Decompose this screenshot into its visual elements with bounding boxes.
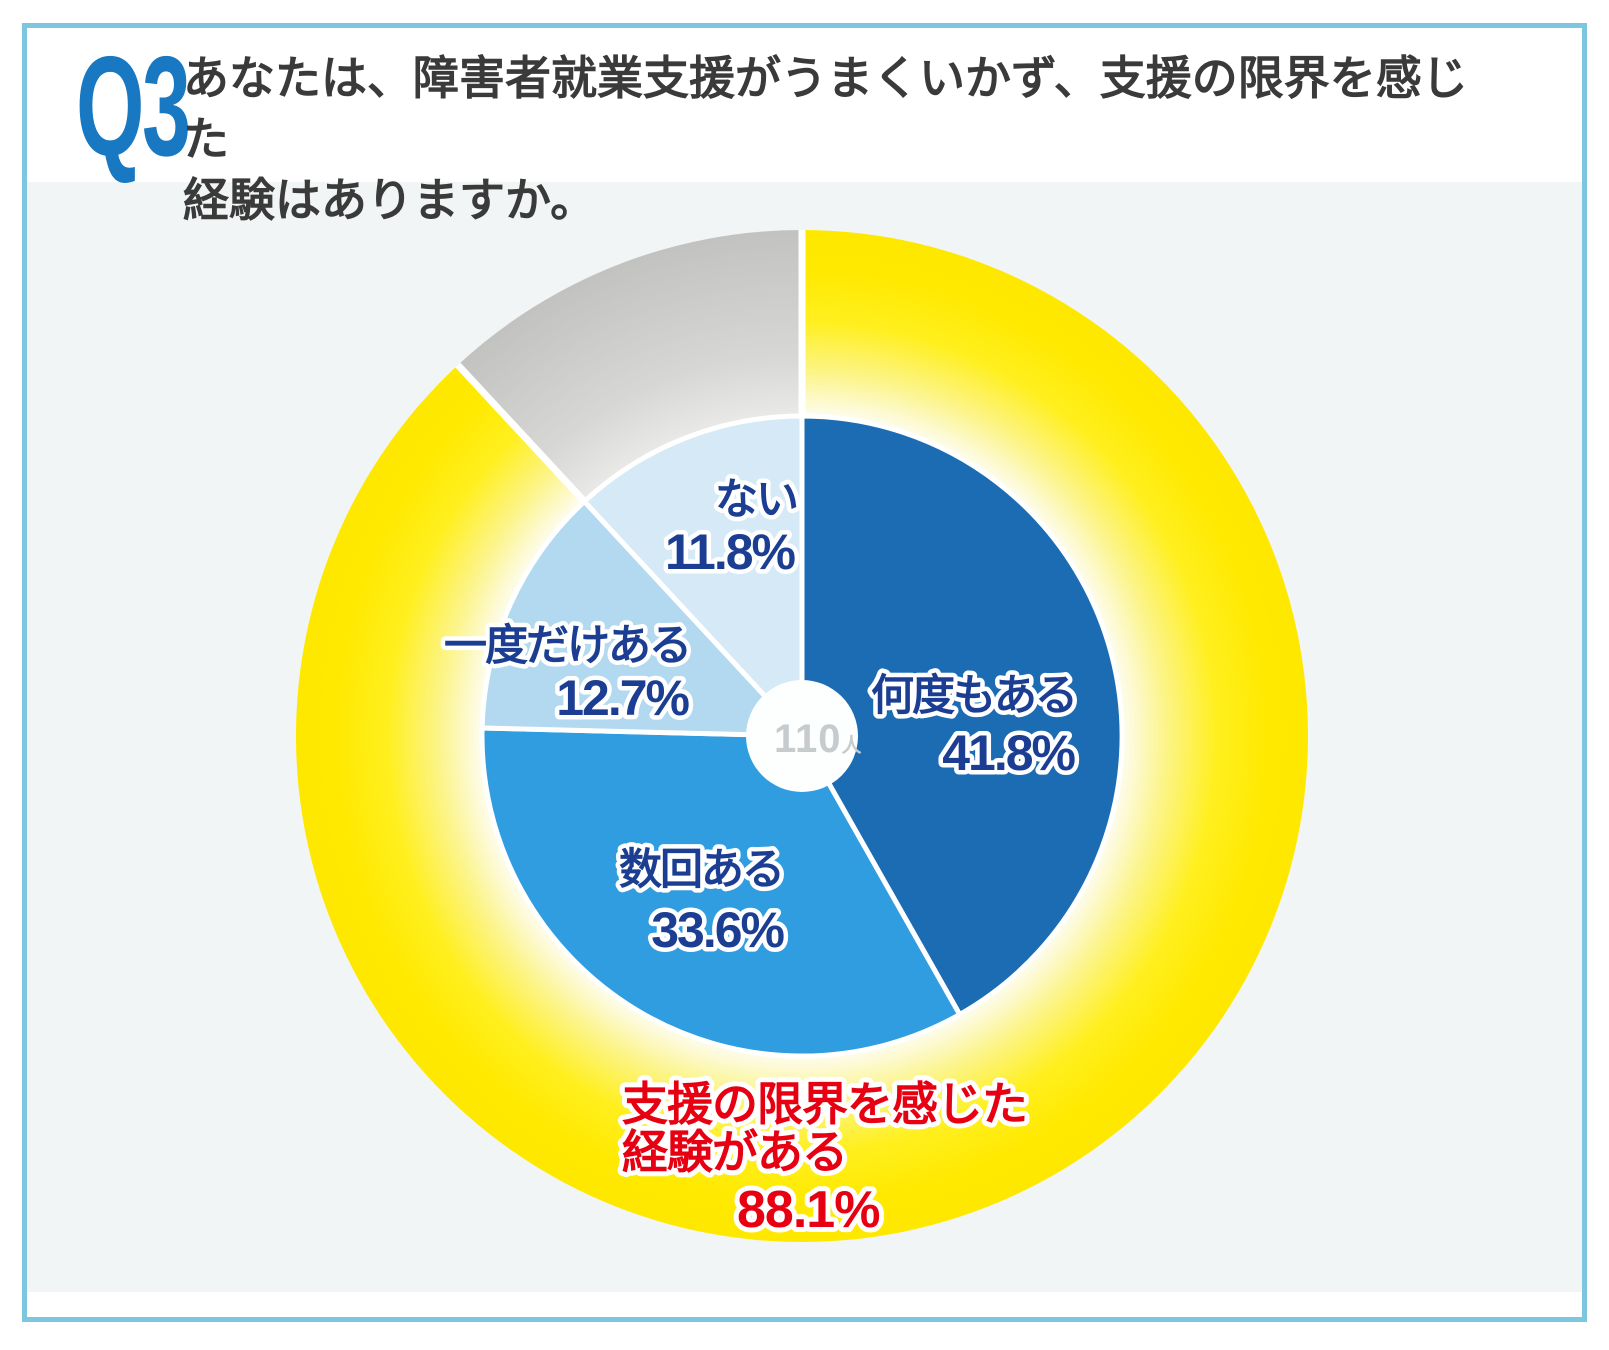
question-text: あなたは、障害者就業支援がうまくいかず、支援の限界を感じた 経験はありますか。 [183,48,1513,231]
total-badge [746,680,858,792]
slice-label-sukai-aru: 数回ある [619,846,783,894]
total-count-unit: 人 [842,734,863,757]
slice-pct-ichido-dake-aru: 12.7% [556,670,689,726]
highlight-pct: 88.1% [737,1181,879,1239]
question-line-1: あなたは、障害者就業支援がうまくいかず、支援の限界を感じた [183,52,1468,165]
highlight-label-line2: 経験がある [622,1126,847,1178]
highlight-label-line1: 支援の限界を感じた [622,1078,1027,1130]
pie-slice-nandomo-aru [799,413,1125,1017]
slice-pct-nai: 11.8% [665,524,796,580]
slice-pct-sukai-aru: 33.6% [651,902,784,958]
pie-slice-nai [581,413,805,739]
pie-slice-sukai-aru [479,725,963,1059]
slice-pct-nandomo-aru: 41.8% [942,725,1075,781]
total-count-number: 110 [774,717,842,761]
question-number: Q3 [76,27,191,186]
pie-slice-ichido-dake-aru [479,498,805,739]
slice-label-ichido-dake-aru: 一度だけある [444,622,690,670]
question-line-2: 経験はありますか。 [183,174,597,226]
slice-label-nandomo-aru: 何度もある [871,672,1076,720]
total-count: 110人 [774,717,863,761]
slice-label-nai: ない [715,476,797,524]
